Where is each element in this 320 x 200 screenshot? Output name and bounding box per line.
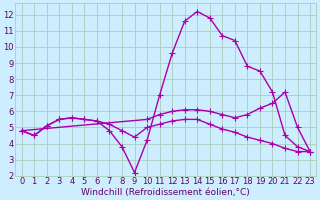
X-axis label: Windchill (Refroidissement éolien,°C): Windchill (Refroidissement éolien,°C) (82, 188, 250, 197)
